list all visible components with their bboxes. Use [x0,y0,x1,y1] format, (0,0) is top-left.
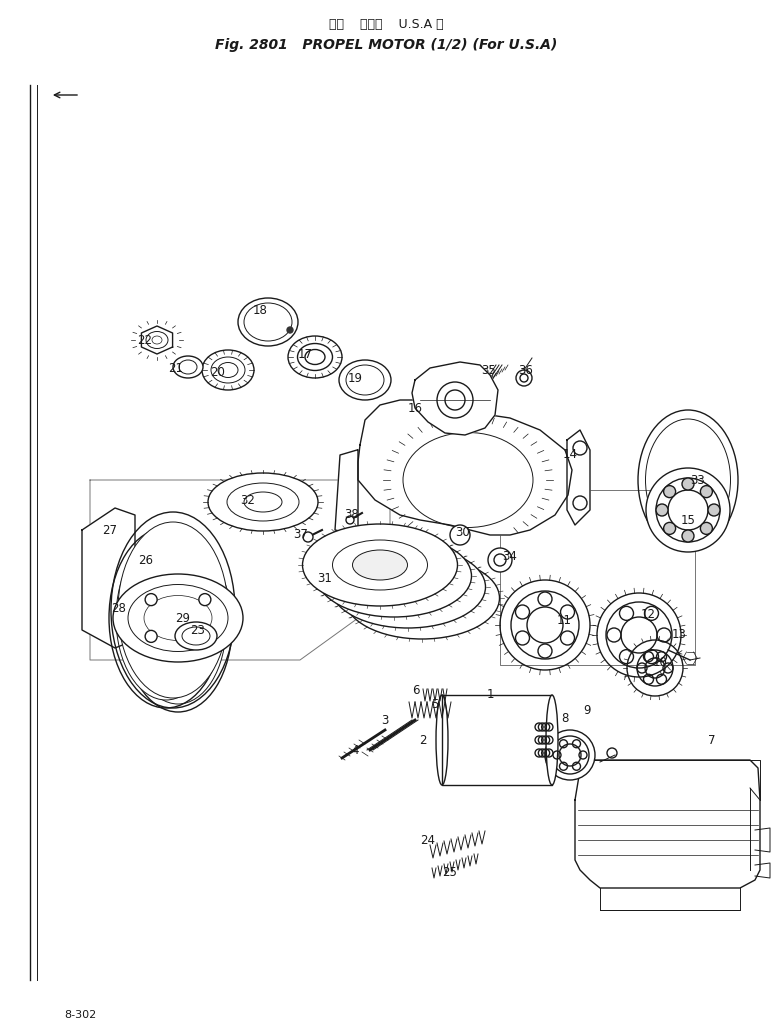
Polygon shape [335,450,358,535]
Text: 13: 13 [672,629,686,641]
Ellipse shape [173,356,203,378]
Text: 35: 35 [482,363,496,377]
Ellipse shape [130,548,226,704]
Text: 12: 12 [641,608,655,622]
Circle shape [573,496,587,510]
Text: 走行    モータ    U.S.A 同: 走行 モータ U.S.A 同 [329,17,443,31]
Ellipse shape [436,695,448,785]
Ellipse shape [288,336,342,378]
Ellipse shape [545,730,595,780]
Text: 9: 9 [584,704,591,716]
Text: 36: 36 [519,363,533,377]
Polygon shape [82,508,135,648]
Text: 11: 11 [557,613,571,627]
Ellipse shape [128,584,228,651]
Circle shape [199,594,211,606]
Text: 4: 4 [351,744,359,756]
Ellipse shape [175,622,217,650]
Text: 14: 14 [563,449,577,461]
Circle shape [145,594,157,606]
Circle shape [488,548,512,572]
Text: 20: 20 [211,365,225,379]
Circle shape [199,631,211,642]
Text: 10: 10 [652,655,668,669]
Text: 24: 24 [421,833,435,847]
Ellipse shape [317,535,472,617]
Polygon shape [358,400,572,535]
Text: 19: 19 [347,371,363,385]
Circle shape [450,525,470,545]
Text: 5: 5 [432,699,438,711]
Text: 32: 32 [241,494,256,506]
Polygon shape [141,326,173,354]
Text: 33: 33 [691,473,706,487]
Circle shape [287,327,293,333]
Text: 8: 8 [561,711,569,724]
Text: 27: 27 [103,524,117,536]
Circle shape [664,486,676,498]
Text: 18: 18 [252,304,267,317]
Polygon shape [575,760,760,888]
Text: 23: 23 [191,624,205,637]
Circle shape [516,370,532,386]
Circle shape [646,468,730,552]
Circle shape [682,478,694,490]
Text: 22: 22 [137,333,153,347]
Circle shape [346,516,354,524]
Text: 7: 7 [708,734,716,746]
Polygon shape [442,695,552,785]
Ellipse shape [303,524,458,606]
Ellipse shape [297,344,333,370]
Text: 2: 2 [419,734,427,746]
Circle shape [708,504,720,516]
Circle shape [145,631,157,642]
Ellipse shape [238,298,298,346]
Text: 25: 25 [442,866,458,880]
Ellipse shape [344,557,499,639]
Ellipse shape [208,473,318,531]
Circle shape [700,523,713,534]
Text: 26: 26 [138,554,154,567]
Ellipse shape [330,546,486,628]
Ellipse shape [367,561,422,591]
Text: 28: 28 [112,602,127,614]
Text: 31: 31 [317,571,333,584]
Polygon shape [567,430,590,525]
Text: 30: 30 [455,526,470,538]
Ellipse shape [353,549,408,580]
Text: 17: 17 [297,348,313,360]
Circle shape [664,523,676,534]
Ellipse shape [202,350,254,390]
Text: 15: 15 [681,513,696,527]
Circle shape [573,441,587,455]
Text: 38: 38 [344,508,360,522]
Ellipse shape [116,536,216,700]
Ellipse shape [381,572,435,602]
Ellipse shape [113,574,243,662]
Text: 3: 3 [381,713,388,726]
Circle shape [303,532,313,542]
Ellipse shape [118,522,228,698]
Circle shape [656,504,668,516]
Text: 29: 29 [175,611,191,625]
Ellipse shape [339,360,391,400]
Circle shape [700,486,713,498]
Polygon shape [412,362,498,435]
Ellipse shape [394,583,449,613]
Text: 34: 34 [503,549,517,563]
Text: 21: 21 [168,361,184,375]
Circle shape [682,530,694,542]
Text: 37: 37 [293,528,309,540]
Text: 8-302: 8-302 [64,1010,96,1020]
Ellipse shape [227,483,299,521]
Text: 16: 16 [408,401,422,415]
Text: 6: 6 [412,683,420,697]
Ellipse shape [546,695,558,785]
Text: 1: 1 [486,688,494,702]
Text: Fig. 2801   PROPEL MOTOR (1/2) (For U.S.A): Fig. 2801 PROPEL MOTOR (1/2) (For U.S.A) [215,38,557,52]
